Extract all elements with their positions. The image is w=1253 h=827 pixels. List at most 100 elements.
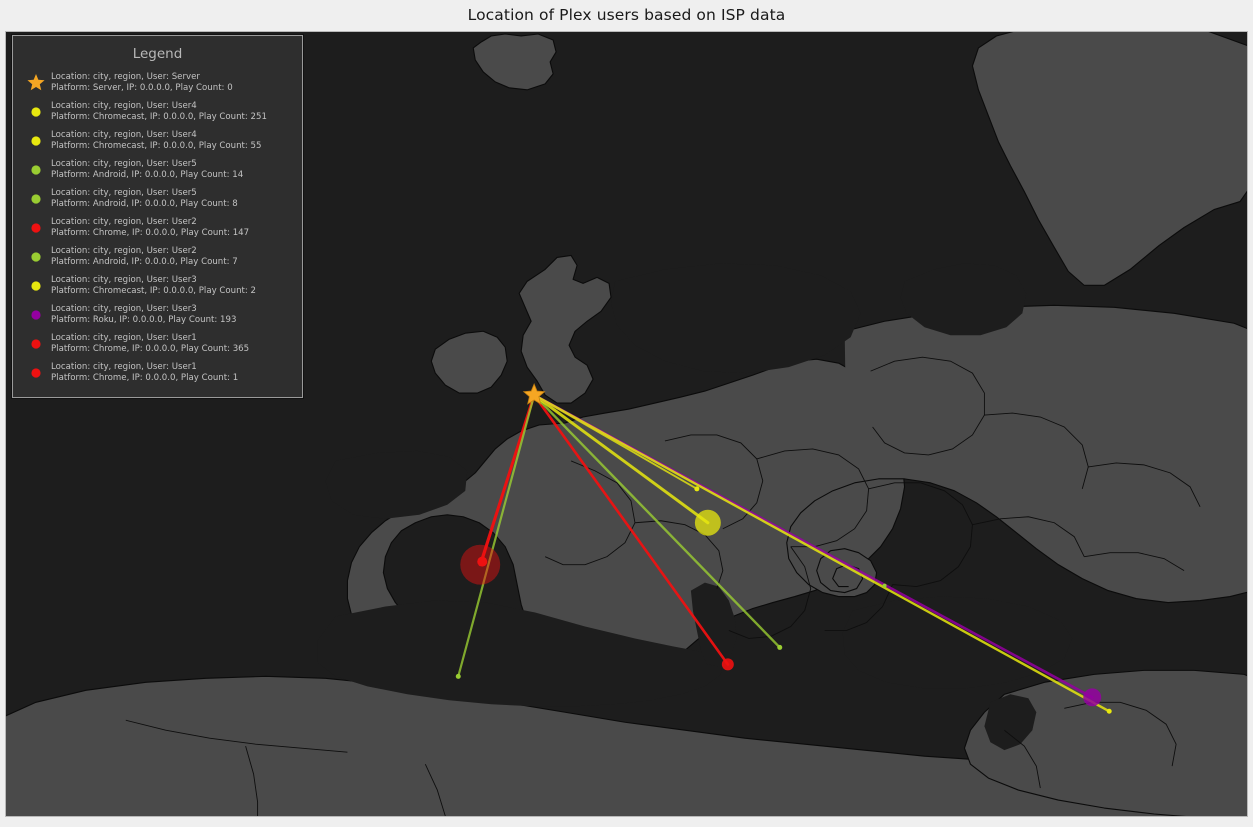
- marker-dot-icon: [21, 246, 51, 268]
- legend-item-text: Location: city, region, User: User3 Platf…: [51, 275, 294, 298]
- legend-item-platform-ip-count: Platform: Chrome, IP: 0.0.0.0, Play Coun…: [51, 344, 250, 354]
- server-star-icon: [21, 72, 51, 94]
- legend-panel: Legend Location: city, region, User: Ser…: [12, 35, 303, 398]
- client-marker[interactable]: [455, 673, 461, 679]
- legend-item-text: Location: city, region, User: User4 Platf…: [51, 130, 294, 153]
- legend-item[interactable]: Location: city, region, User: User2 Platf…: [21, 214, 294, 243]
- border-line: [972, 516, 1085, 557]
- legend-item-location-user: Location: city, region, User: User4: [51, 100, 197, 111]
- legend-item-platform-ip-count: Platform: Server, IP: 0.0.0.0, Play Coun…: [51, 83, 233, 93]
- legend-item-text: Location: city, region, User: User5 Platf…: [51, 188, 294, 211]
- land-scandinavia: [971, 32, 1247, 286]
- legend-item-platform-ip-count: Platform: Android, IP: 0.0.0.0, Play Cou…: [51, 199, 238, 209]
- border-line: [544, 460, 636, 566]
- land-iceland: [472, 33, 557, 91]
- connection-lines-layer: [457, 393, 1111, 713]
- land-anatolia-middle-east: [963, 669, 1247, 816]
- marker-dot-icon: [21, 130, 51, 152]
- legend-item-text: Location: city, region, User: Server Plat…: [51, 72, 294, 95]
- sea-bodies-layer: [317, 263, 1073, 751]
- legend-rows: Location: city, region, User: Server Plat…: [21, 69, 294, 388]
- marker-dot-icon: [21, 275, 51, 297]
- legend-item[interactable]: Location: city, region, User: User2 Platf…: [21, 243, 294, 272]
- legend-item-text: Location: city, region, User: User2 Platf…: [51, 217, 294, 240]
- legend-item-location-user: Location: city, region, User: User4: [51, 129, 197, 140]
- legend-item-location-user: Location: city, region, User: User1: [51, 361, 197, 372]
- client-marker[interactable]: [1083, 688, 1102, 707]
- sea-mediterranean: [317, 600, 723, 707]
- sea-aegean: [984, 694, 1037, 751]
- legend-item-text: Location: city, region, User: User2 Platf…: [51, 246, 294, 269]
- marker-dot-icon: [21, 159, 51, 181]
- legend-item[interactable]: Location: city, region, User: Server Plat…: [21, 69, 294, 98]
- land-great-britain: [518, 254, 612, 404]
- sea-black: [842, 596, 1073, 689]
- legend-item-platform-ip-count: Platform: Android, IP: 0.0.0.0, Play Cou…: [51, 170, 244, 180]
- land-eastern-europe: [786, 304, 1247, 604]
- border-line: [728, 546, 812, 639]
- legend-item-location-user: Location: city, region, User: User5: [51, 187, 197, 198]
- legend-item[interactable]: Location: city, region, User: User4 Platf…: [21, 127, 294, 156]
- legend-item-text: Location: city, region, User: User5 Platf…: [51, 159, 294, 182]
- legend-item-text: Location: city, region, User: User3 Platf…: [51, 304, 294, 327]
- border-line: [1084, 552, 1185, 572]
- marker-dot-icon: [21, 304, 51, 326]
- marker-dot-icon: [21, 217, 51, 239]
- legend-item[interactable]: Location: city, region, User: User1 Platf…: [21, 359, 294, 388]
- legend-item-location-user: Location: city, region, User: User2: [51, 245, 197, 256]
- legend-item[interactable]: Location: city, region, User: User4 Platf…: [21, 98, 294, 127]
- sea-north: [611, 263, 861, 374]
- connection-line: [457, 393, 536, 678]
- legend-item-platform-ip-count: Platform: Chromecast, IP: 0.0.0.0, Play …: [51, 112, 267, 122]
- client-marker[interactable]: [477, 556, 488, 567]
- sea-baltic: [900, 263, 1027, 336]
- border-line: [424, 763, 446, 816]
- client-marker[interactable]: [882, 583, 887, 588]
- legend-item-platform-ip-count: Platform: Chromecast, IP: 0.0.0.0, Play …: [51, 141, 262, 151]
- legend-item[interactable]: Location: city, region, User: User3 Platf…: [21, 272, 294, 301]
- legend-item[interactable]: Location: city, region, User: User5 Platf…: [21, 156, 294, 185]
- legend-item-platform-ip-count: Platform: Chrome, IP: 0.0.0.0, Play Coun…: [51, 228, 250, 238]
- connection-line: [532, 393, 710, 525]
- legend-item-location-user: Location: city, region, User: User3: [51, 274, 197, 285]
- legend-item[interactable]: Location: city, region, User: User3 Platf…: [21, 301, 294, 330]
- legend-item-text: Location: city, region, User: User1 Platf…: [51, 362, 294, 385]
- server-star-icon[interactable]: [522, 383, 546, 405]
- legend-item[interactable]: Location: city, region, User: User5 Platf…: [21, 185, 294, 214]
- legend-item-text: Location: city, region, User: User4 Platf…: [51, 101, 294, 124]
- sea-biscay: [325, 450, 468, 519]
- border-line: [125, 719, 348, 753]
- legend-item[interactable]: Location: city, region, User: User1 Platf…: [21, 330, 294, 359]
- legend-title: Legend: [132, 46, 183, 62]
- border-line: [824, 584, 893, 631]
- border-line: [245, 746, 259, 816]
- client-marker[interactable]: [1106, 708, 1112, 714]
- legend-item-platform-ip-count: Platform: Chrome, IP: 0.0.0.0, Play Coun…: [51, 373, 239, 383]
- server-marker-layer[interactable]: [522, 383, 546, 405]
- client-marker[interactable]: [721, 658, 734, 671]
- legend-item-platform-ip-count: Platform: Chromecast, IP: 0.0.0.0, Play …: [51, 286, 257, 296]
- connection-line: [532, 393, 1111, 713]
- legend-item-platform-ip-count: Platform: Android, IP: 0.0.0.0, Play Cou…: [51, 257, 238, 267]
- border-line: [1004, 729, 1041, 789]
- connection-line: [532, 393, 730, 666]
- page-title: Location of Plex users based on ISP data: [467, 6, 786, 24]
- legend-item-location-user: Location: city, region, User: User2: [51, 216, 197, 227]
- marker-dot-icon: [21, 101, 51, 123]
- client-marker[interactable]: [694, 509, 721, 536]
- marker-dot-icon: [21, 362, 51, 384]
- legend-item-location-user: Location: city, region, User: User5: [51, 158, 197, 169]
- legend-item-location-user: Location: city, region, User: User1: [51, 332, 197, 343]
- legend-item-location-user: Location: city, region, User: Server: [51, 71, 200, 82]
- marker-dot-icon: [21, 333, 51, 355]
- legend-item-text: Location: city, region, User: User1 Platf…: [51, 333, 294, 356]
- connection-line: [481, 394, 535, 563]
- client-markers-layer: [455, 486, 1112, 714]
- client-marker[interactable]: [777, 644, 783, 650]
- sea-adriatic: [690, 582, 737, 667]
- land-ireland: [430, 330, 508, 394]
- border-line: [1088, 462, 1201, 507]
- client-marker[interactable]: [694, 486, 700, 492]
- legend-item-location-user: Location: city, region, User: User3: [51, 303, 197, 314]
